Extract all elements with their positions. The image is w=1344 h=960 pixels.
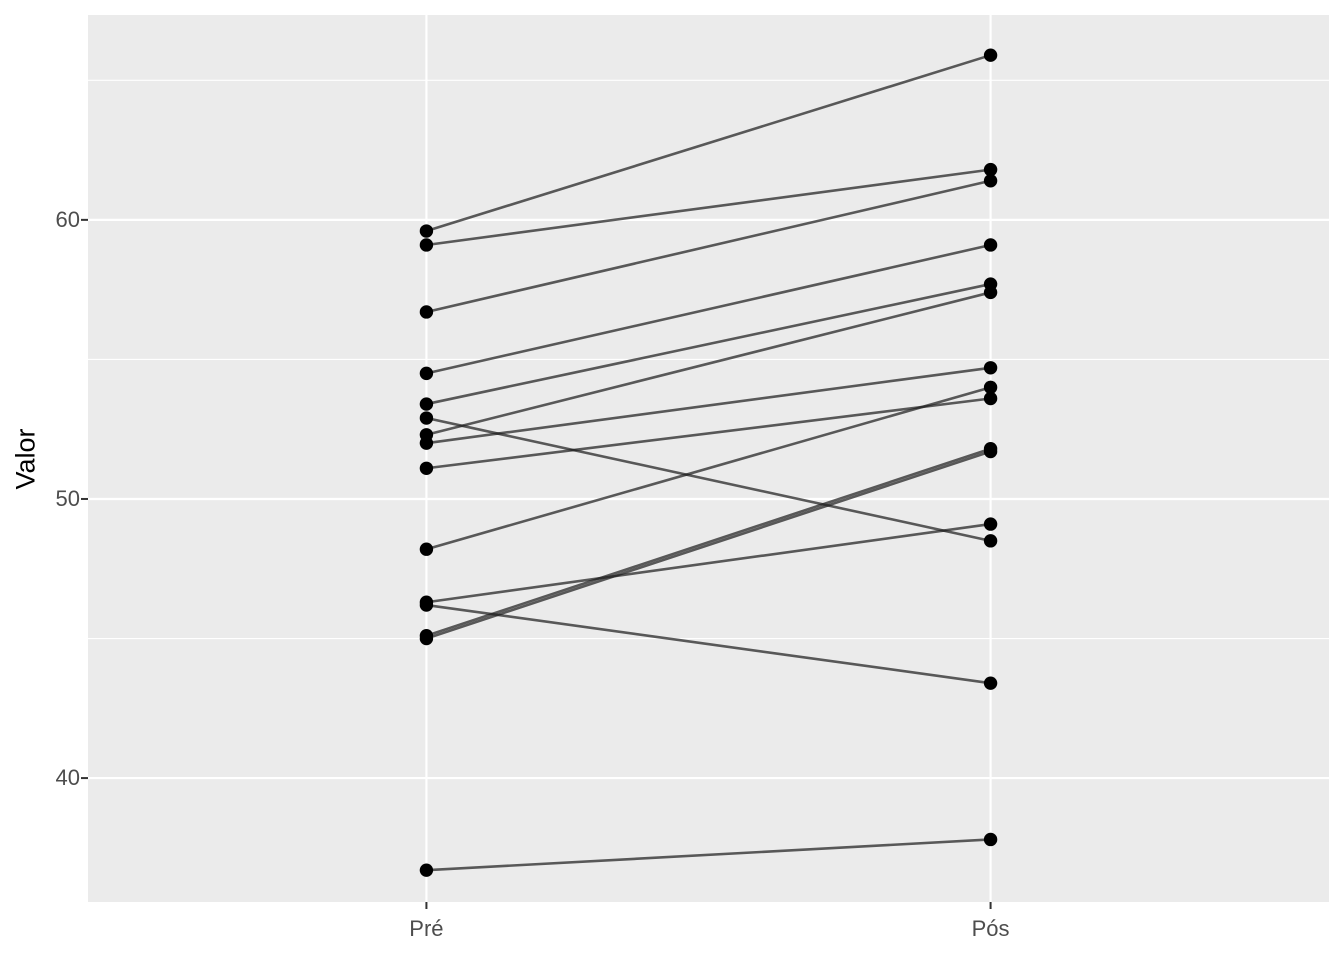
- data-point-pos: [983, 444, 998, 459]
- pair-line: [426, 397, 991, 470]
- pair-line: [426, 366, 991, 445]
- x-tick-label-pos: Pós: [971, 916, 1010, 941]
- data-point-pos: [983, 517, 998, 531]
- pair-line: [426, 450, 991, 640]
- pair-line: [426, 603, 991, 685]
- y-tick-label-50: 50: [55, 485, 80, 511]
- pair-line: [426, 53, 991, 233]
- data-point-pos: [983, 285, 998, 300]
- pair-line: [426, 243, 991, 375]
- pair-line: [426, 291, 991, 437]
- data-point-pos: [983, 162, 998, 177]
- data-point-pre: [419, 631, 434, 646]
- data-point-pre: [419, 461, 434, 475]
- data-point-pos: [983, 361, 998, 375]
- data-point-pre: [419, 542, 434, 556]
- pair-line: [426, 282, 991, 406]
- data-point-pre: [419, 397, 434, 411]
- data-point-pos: [983, 832, 998, 847]
- data-point-pos: [983, 48, 998, 62]
- data-point-pre: [419, 366, 434, 381]
- data-point-pre: [419, 305, 434, 319]
- data-point-pos: [983, 391, 998, 406]
- data-point-pos: [983, 676, 998, 690]
- data-point-pre: [419, 238, 434, 252]
- x-tick-label-pre: Pré: [409, 916, 444, 941]
- data-point-pre: [419, 436, 434, 450]
- y-axis-title: Valor: [10, 427, 41, 490]
- data-point-pre: [419, 598, 434, 612]
- pair-line: [426, 179, 991, 314]
- pair-line: [426, 416, 991, 543]
- data-point-pos: [983, 534, 998, 548]
- data-point-pre: [419, 224, 434, 238]
- data-point-pre: [419, 411, 434, 425]
- data-point-pre: [419, 863, 434, 877]
- y-tick-label-60: 60: [55, 206, 80, 232]
- pair-line: [426, 522, 991, 604]
- y-tick-label-40: 40: [55, 765, 80, 791]
- data-point-pos: [983, 380, 998, 395]
- pair-line: [426, 168, 991, 247]
- plot-panel: [88, 15, 1329, 902]
- pair-line: [426, 386, 991, 551]
- pair-line: [426, 838, 991, 872]
- data-point-pos: [983, 238, 998, 252]
- pair-line: [426, 447, 991, 637]
- data-point-pos: [983, 174, 998, 188]
